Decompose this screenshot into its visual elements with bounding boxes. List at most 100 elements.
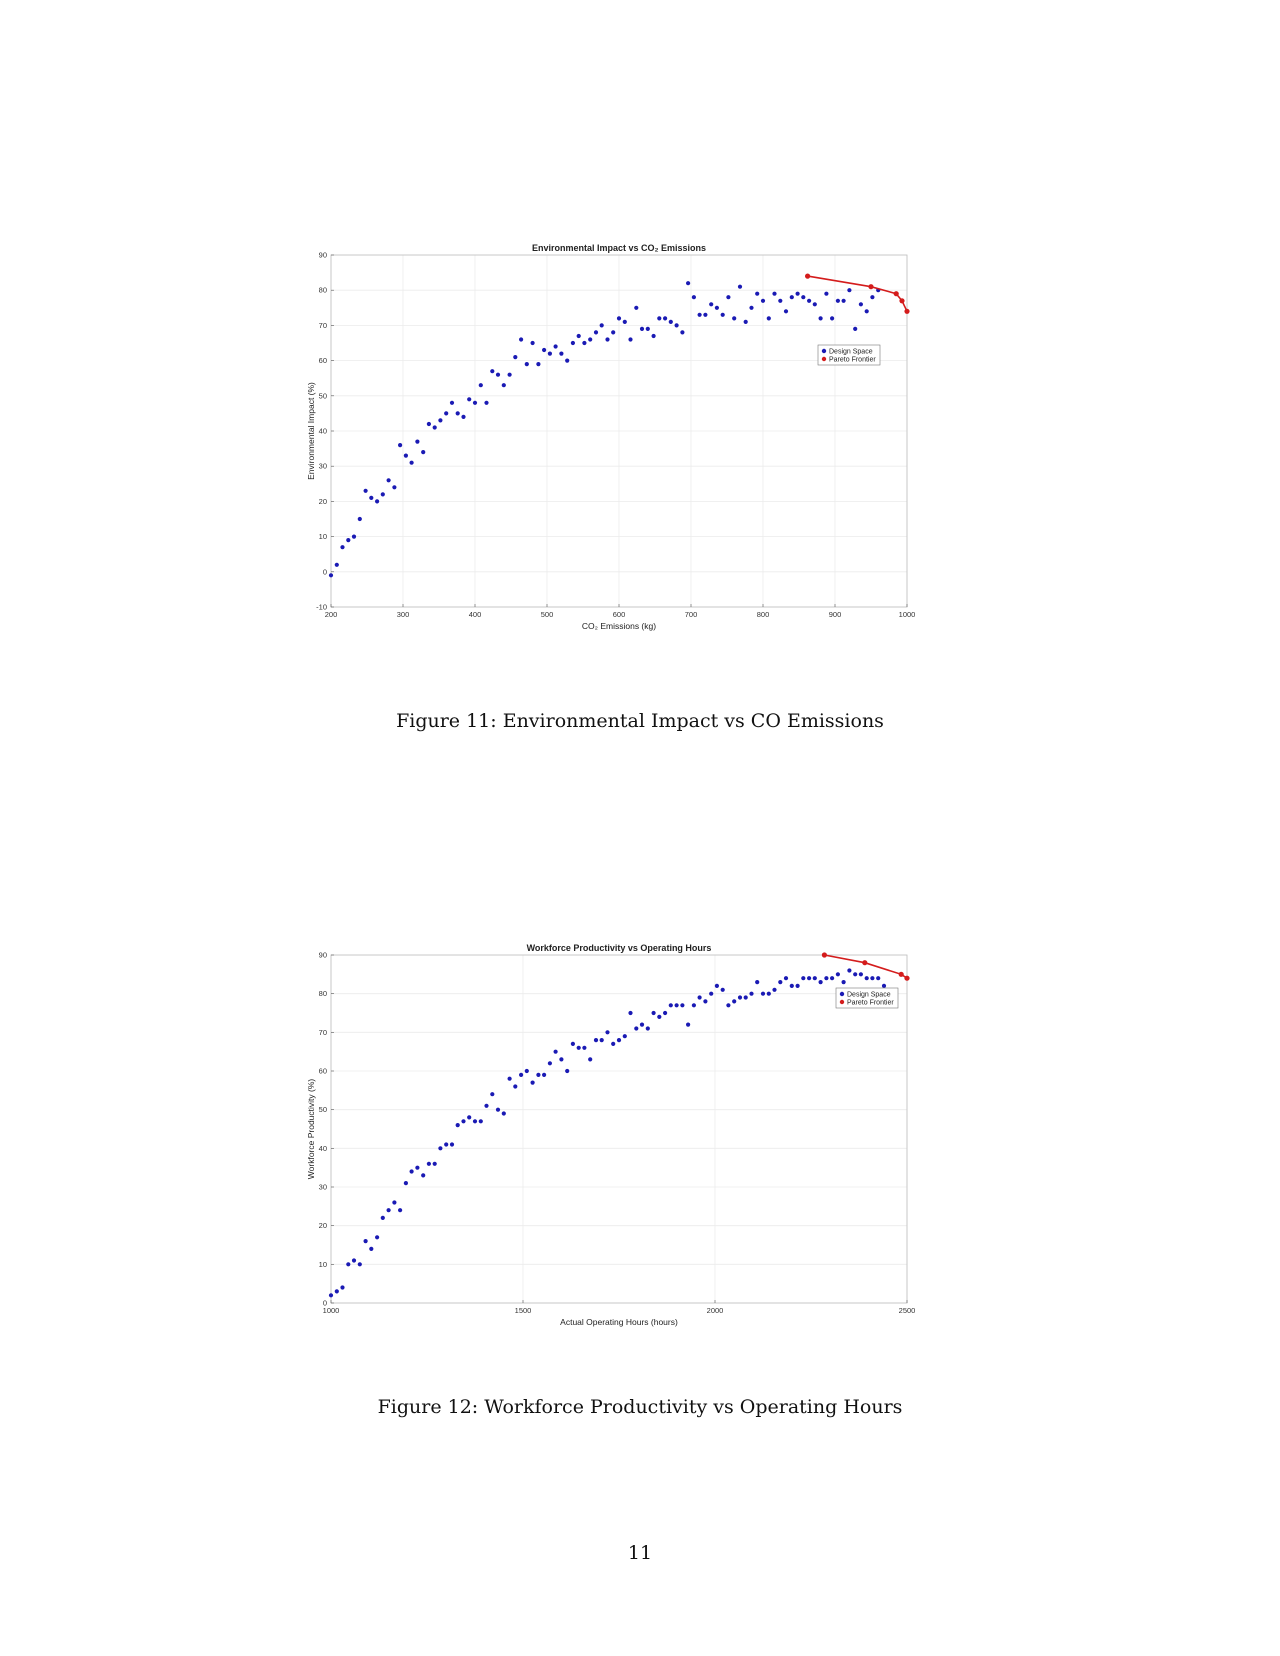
design-space-point xyxy=(599,1038,604,1043)
design-space-point xyxy=(634,1026,639,1031)
design-space-point xyxy=(680,330,685,335)
design-space-point xyxy=(778,980,783,985)
legend-marker-pareto-frontier xyxy=(821,356,827,362)
design-space-point xyxy=(328,1293,334,1298)
design-space-point xyxy=(467,397,472,402)
design-space-point xyxy=(691,295,696,300)
design-space-point xyxy=(340,1285,345,1290)
design-space-point xyxy=(484,1103,489,1108)
design-space-point xyxy=(737,995,743,1000)
design-space-point xyxy=(593,330,599,335)
design-space-point xyxy=(524,362,529,367)
design-space-point xyxy=(709,302,714,307)
design-space-point xyxy=(778,298,783,303)
design-space-point xyxy=(536,362,541,367)
design-space-point xyxy=(530,1080,535,1085)
pareto-frontier-point xyxy=(805,273,811,279)
x-tick-label: 800 xyxy=(757,610,770,619)
legend: Design Space Pareto Frontier xyxy=(835,987,899,1009)
design-space-point xyxy=(755,291,760,296)
design-space-point xyxy=(858,972,864,977)
y-axis-label: Workforce Productivity (%) xyxy=(306,1079,316,1180)
figure-11-caption: Figure 11: Environmental Impact vs CO Em… xyxy=(396,710,884,732)
design-space-point xyxy=(375,1235,380,1240)
x-tick-label: 900 xyxy=(829,610,842,619)
design-space-point xyxy=(495,1107,501,1112)
design-space-point xyxy=(657,316,662,321)
x-axis-ticks: 200 300 400 500 600 700 800 900 1000 xyxy=(325,604,915,619)
design-space-point xyxy=(559,1057,564,1062)
x-tick-label: 200 xyxy=(325,610,338,619)
design-space-point xyxy=(783,309,789,314)
design-space-point xyxy=(628,337,633,342)
design-space-point xyxy=(403,1181,408,1186)
pareto-frontier-point xyxy=(862,960,868,966)
design-space-point xyxy=(876,976,881,981)
x-axis-ticks: 1000 1500 2000 2500 xyxy=(323,1300,915,1315)
design-space-point xyxy=(674,1003,679,1008)
design-space-point xyxy=(490,1092,495,1097)
design-space-point xyxy=(495,372,501,377)
y-axis-ticks: 0 10 20 30 40 50 60 70 80 90 xyxy=(319,951,334,1308)
design-space-point xyxy=(657,1014,662,1019)
design-space-point xyxy=(749,991,754,996)
y-tick-label: 80 xyxy=(319,286,327,295)
pareto-frontier-point xyxy=(868,284,874,290)
design-space-point xyxy=(559,351,564,356)
x-axis-label: CO₂ Emissions (kg) xyxy=(582,621,656,631)
y-axis-ticks: -10 0 10 20 30 40 50 60 70 80 90 xyxy=(316,251,334,612)
pareto-frontier-line xyxy=(824,954,908,979)
design-space-point xyxy=(519,1072,524,1077)
design-space-point xyxy=(461,1119,466,1124)
y-tick-label: 0 xyxy=(323,1299,327,1308)
design-space-point xyxy=(772,987,777,992)
design-space-point xyxy=(328,573,334,578)
design-space-point xyxy=(743,319,748,324)
y-tick-label: 70 xyxy=(319,1028,327,1037)
design-space-point xyxy=(714,983,719,988)
page-number: 11 xyxy=(627,1542,653,1564)
chart-title: Workforce Productivity vs Operating Hour… xyxy=(527,943,712,953)
design-space-point xyxy=(403,453,408,458)
pareto-frontier-point xyxy=(904,308,910,314)
x-tick-label: 2000 xyxy=(707,1306,724,1315)
design-space-point xyxy=(795,291,800,296)
design-space-point xyxy=(686,281,691,286)
design-space-point xyxy=(386,478,391,483)
design-space-point xyxy=(726,295,731,300)
design-space-point xyxy=(375,499,380,504)
y-axis-label: Environmental Impact (%) xyxy=(306,382,316,480)
design-space-point xyxy=(346,1262,351,1267)
design-space-point xyxy=(651,1010,656,1016)
design-space-point xyxy=(340,545,345,550)
design-space-point xyxy=(369,495,374,500)
design-space-point xyxy=(593,1038,599,1043)
design-space-point xyxy=(438,418,443,423)
x-tick-label: 700 xyxy=(685,610,698,619)
y-tick-label: 30 xyxy=(319,462,327,471)
design-space-point xyxy=(639,1022,645,1027)
design-space-point xyxy=(455,411,460,416)
design-space-point xyxy=(760,991,766,996)
y-tick-label: 20 xyxy=(319,1221,327,1230)
design-space-point xyxy=(651,333,656,339)
design-space-point xyxy=(847,968,852,973)
design-space-point xyxy=(334,562,339,567)
y-tick-label: 20 xyxy=(319,497,327,506)
design-space-point xyxy=(864,309,869,314)
design-space-point xyxy=(622,1034,627,1039)
design-space-point xyxy=(732,999,737,1004)
x-tick-label: 400 xyxy=(469,610,482,619)
design-space-point xyxy=(524,1068,529,1074)
y-tick-label: 50 xyxy=(319,391,327,400)
design-space-point xyxy=(357,516,362,522)
design-space-point xyxy=(824,976,829,981)
design-space-point xyxy=(864,976,869,981)
design-space-point xyxy=(536,1072,541,1077)
design-space-point xyxy=(807,976,812,981)
legend-label-pareto-frontier: Pareto Frontier xyxy=(829,357,876,364)
design-space-point xyxy=(363,488,368,493)
design-space-point xyxy=(634,305,639,310)
plot-area-frame xyxy=(330,954,908,1304)
y-tick-label: 50 xyxy=(319,1105,327,1114)
